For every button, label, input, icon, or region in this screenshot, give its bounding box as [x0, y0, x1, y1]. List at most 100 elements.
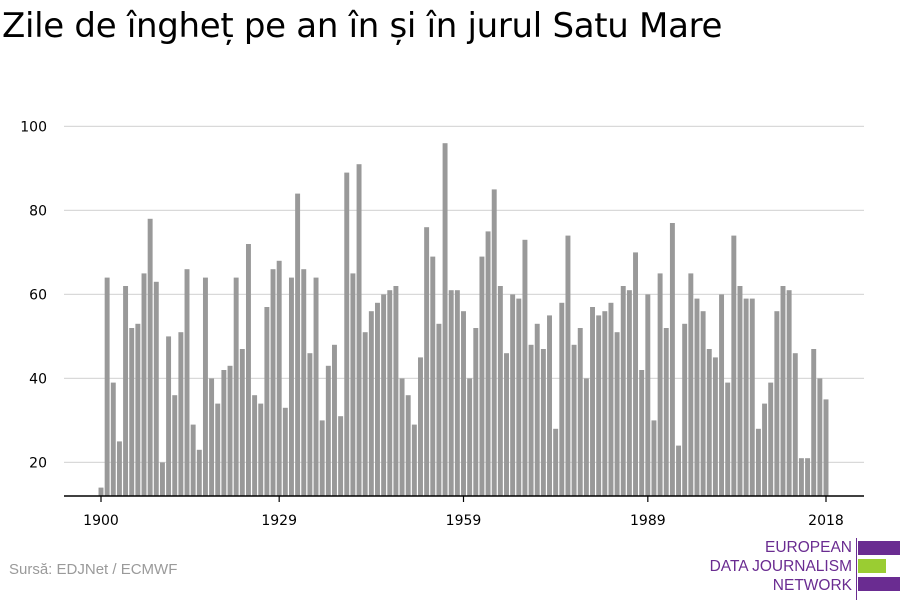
bar — [651, 420, 657, 496]
bar — [239, 349, 245, 496]
bar — [418, 357, 423, 496]
bar — [295, 193, 301, 496]
bar — [657, 273, 663, 496]
bar — [442, 143, 448, 496]
bar — [565, 235, 571, 496]
bar — [805, 458, 811, 496]
bar — [743, 298, 749, 496]
y-tick-label: 40 — [29, 371, 47, 387]
bar — [786, 290, 792, 496]
bar — [755, 428, 761, 496]
bar — [153, 281, 159, 496]
bar — [454, 290, 460, 496]
bar — [522, 239, 528, 497]
logo-line-1: EUROPEAN — [765, 539, 852, 556]
x-tick-label: 1900 — [83, 513, 119, 529]
bar — [129, 328, 135, 496]
bar — [381, 294, 387, 496]
logo-separator — [856, 538, 857, 600]
source-note: Sursă: EDJNet / ECMWF — [9, 561, 178, 578]
bar — [774, 311, 780, 496]
bar — [596, 315, 602, 496]
bar — [749, 298, 755, 496]
bar — [626, 290, 632, 496]
bar — [798, 458, 804, 496]
bar — [338, 416, 344, 496]
bar — [467, 378, 473, 496]
bar — [571, 344, 577, 496]
bar — [792, 353, 798, 496]
bar — [645, 294, 651, 496]
bar — [264, 307, 270, 496]
bar — [491, 189, 497, 496]
bar — [276, 260, 282, 496]
bar — [424, 227, 430, 496]
bar — [547, 315, 552, 496]
bar — [436, 323, 442, 496]
logo-line-3: NETWORK — [772, 577, 852, 594]
chart-title: Zile de îngheț pe an în și în jurul Satu… — [2, 6, 723, 46]
bar — [762, 403, 768, 496]
logo-bar-green — [858, 559, 886, 573]
edjnet-logo[interactable]: EUROPEAN DATA JOURNALISM NETWORK — [700, 538, 900, 600]
bar — [319, 420, 325, 496]
bar — [411, 424, 417, 496]
logo-line-2: DATA JOURNALISM — [709, 558, 852, 575]
x-tick-label: 1929 — [261, 513, 297, 529]
bar — [780, 286, 786, 496]
bar — [559, 302, 565, 496]
bar — [147, 218, 153, 497]
bar — [577, 328, 583, 496]
bar — [344, 172, 350, 496]
y-tick-label: 80 — [29, 203, 47, 219]
bar — [497, 286, 503, 496]
x-tick-label: 2018 — [808, 513, 844, 529]
bar — [245, 244, 251, 496]
bar — [301, 269, 307, 496]
logo-bar-purple-bottom — [858, 577, 900, 591]
bar — [190, 424, 196, 496]
bar — [639, 370, 645, 496]
bar — [233, 277, 239, 496]
bar — [221, 370, 227, 496]
bar — [368, 311, 374, 496]
bar — [553, 428, 559, 496]
bar — [688, 273, 694, 496]
bar — [362, 332, 368, 496]
bar — [448, 290, 454, 496]
bar — [356, 164, 362, 496]
bar — [375, 302, 380, 496]
bar — [332, 344, 337, 496]
bar — [682, 323, 688, 496]
bar — [98, 487, 104, 496]
bar — [123, 286, 129, 496]
bar — [166, 336, 172, 496]
x-tick-label: 1959 — [446, 513, 482, 529]
y-tick-label: 100 — [20, 119, 47, 135]
bar — [528, 344, 534, 496]
bar — [325, 365, 331, 496]
bar — [405, 395, 411, 496]
bar — [393, 286, 399, 496]
bar — [602, 311, 608, 496]
bar — [485, 231, 491, 496]
bar — [209, 378, 215, 496]
bar — [258, 403, 264, 496]
bar — [116, 441, 122, 496]
bar — [510, 294, 516, 496]
bar — [663, 328, 669, 496]
bar — [614, 332, 620, 496]
bar — [104, 277, 110, 496]
bar — [534, 323, 540, 496]
bar — [633, 252, 638, 496]
bar — [227, 365, 233, 496]
bar — [307, 353, 313, 496]
bar — [768, 382, 774, 496]
bar — [184, 269, 190, 496]
y-axis: 20 40 60 80 100 — [20, 119, 47, 471]
bar — [202, 277, 208, 496]
bar — [725, 382, 731, 496]
bar — [141, 273, 147, 496]
bar — [504, 353, 509, 496]
bar — [110, 382, 116, 496]
